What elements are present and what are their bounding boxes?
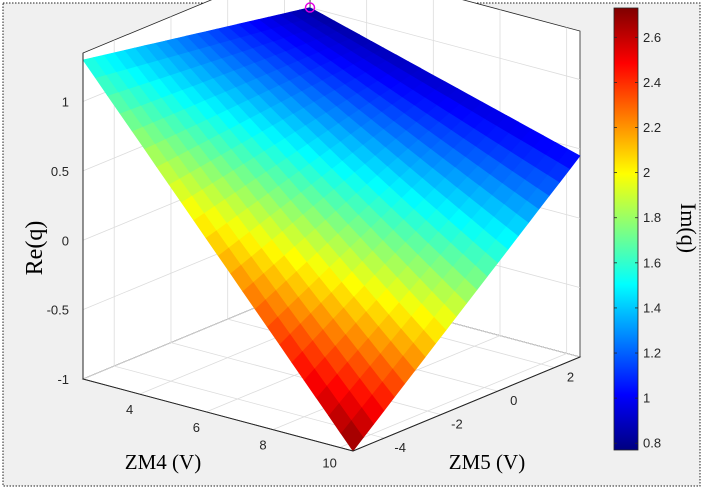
y-tick-label: -2	[451, 417, 463, 432]
y-axis-line	[352, 356, 581, 452]
colorbar-tick-label: 2.2	[643, 120, 661, 135]
colorbar-tick-label: 2	[643, 165, 650, 180]
colorbar-tick-label: 2.4	[643, 75, 661, 90]
grid-line-x	[339, 353, 567, 448]
colorbar-tick-label: 1.4	[643, 300, 661, 315]
z-axis-label: Re(q)	[22, 221, 48, 276]
y-tick-label: -4	[394, 440, 406, 455]
x-tick-label: 10	[322, 455, 336, 470]
colorbar-tick-label: 1.8	[643, 210, 661, 225]
z-tick-label: 0	[62, 233, 69, 248]
x-axis-label: ZM4 (V)	[125, 450, 201, 474]
colorbar-label: Im(q)	[676, 203, 701, 253]
y-axis-label: ZM5 (V)	[449, 450, 525, 474]
x-tick-label: 6	[193, 420, 200, 435]
x-axis-line	[82, 378, 354, 452]
data-point-marker	[304, 2, 316, 13]
colorbar-tick-label: 2.6	[643, 30, 661, 45]
tick-labels: 4 6 8 10 -4 -2 0 2 -1 -0.5 0 0.5 1	[47, 95, 574, 471]
colorbar-tick-labels: 0.8 1 1.2 1.4 1.6 1.8 2 2.2 2.4 2.6	[614, 30, 661, 451]
y-tick-label: 2	[567, 370, 574, 385]
colorbar-tick-label: 1.2	[643, 346, 661, 361]
colorbar-tick-label: 0.8	[643, 436, 661, 451]
surface-patch	[82, 57, 107, 79]
colorbar-tick-label: 1.6	[643, 255, 661, 270]
x-tick-label: 8	[259, 438, 266, 453]
grid-line-z	[309, 7, 581, 80]
colorbar-tick-label: 1	[643, 391, 650, 406]
axis-lines	[82, 53, 581, 452]
x-tick-label: 4	[126, 402, 133, 417]
z-tick-label: 0.5	[51, 164, 69, 179]
z-tick-label: -0.5	[47, 303, 69, 318]
surface-mesh	[82, 7, 581, 452]
z-tick-label: -1	[57, 372, 69, 387]
z-tick-label: 1	[62, 95, 69, 110]
colorbar	[613, 7, 639, 451]
y-tick-label: 0	[510, 393, 517, 408]
